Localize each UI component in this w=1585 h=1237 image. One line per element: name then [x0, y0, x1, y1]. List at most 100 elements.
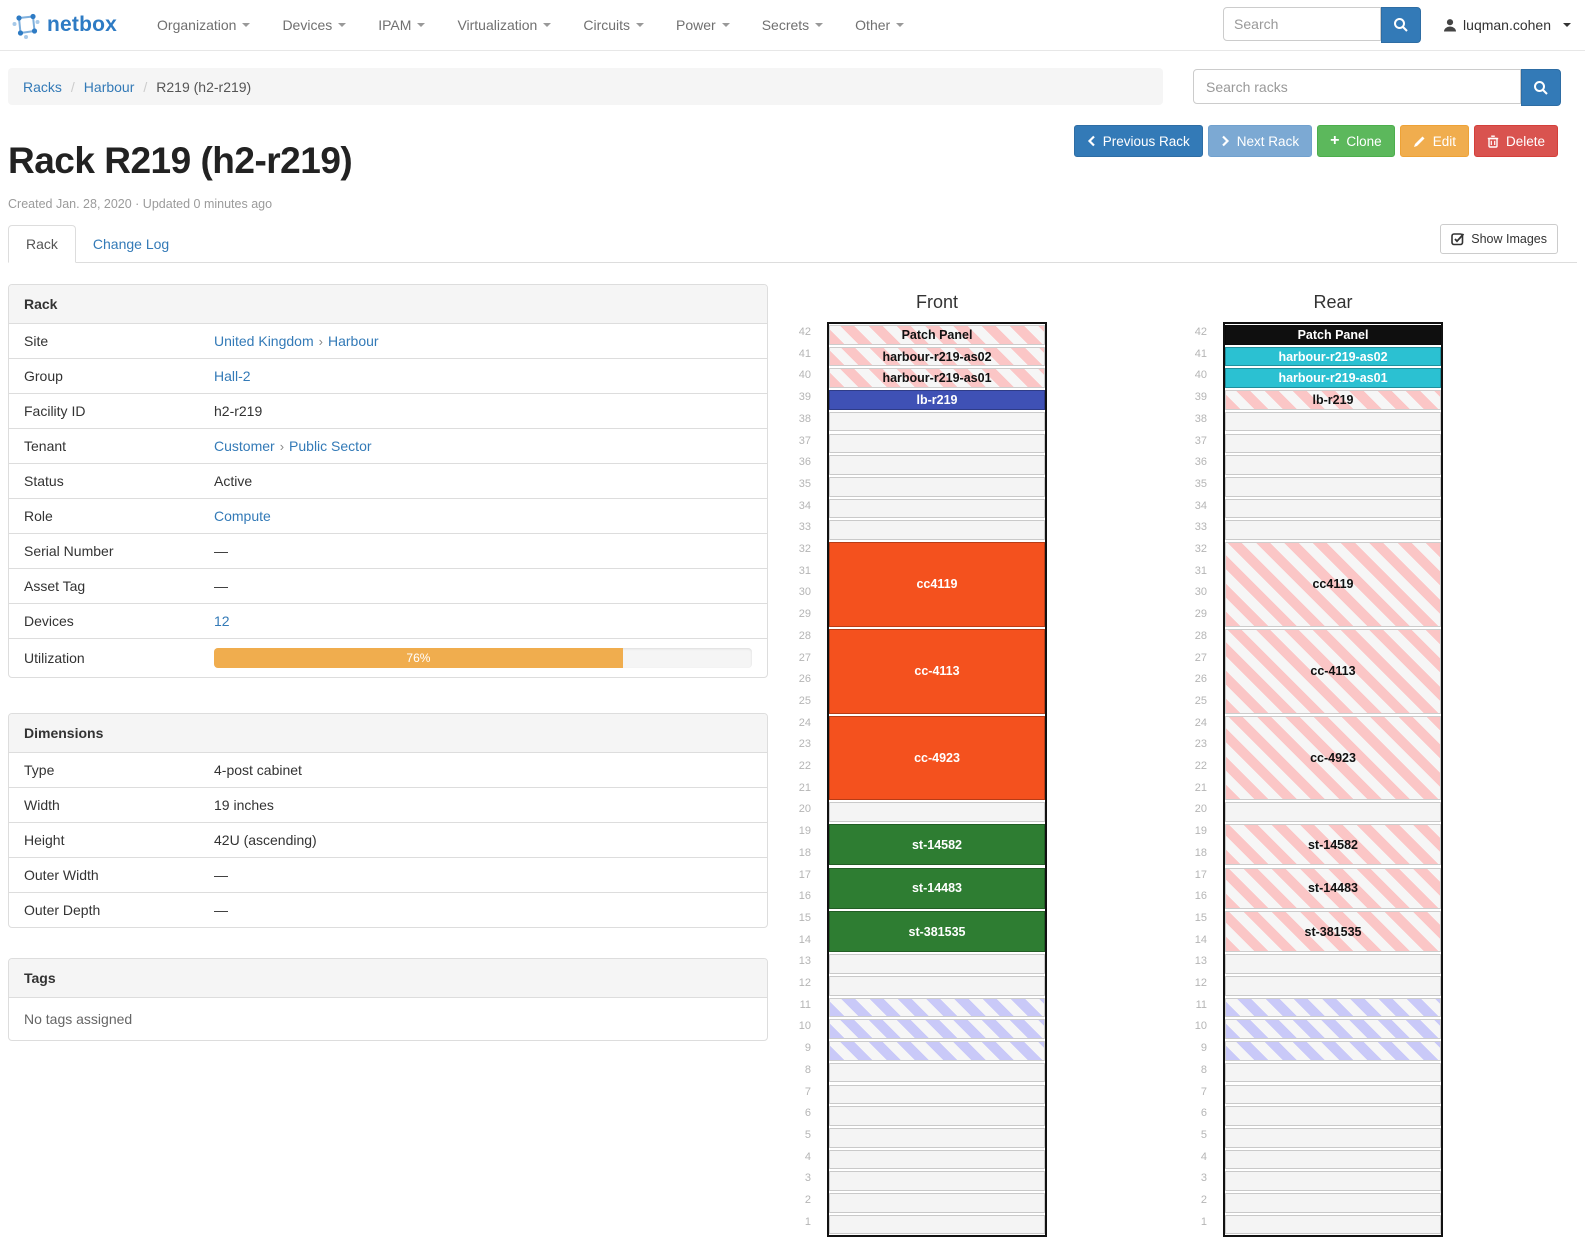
device-block-st-14582[interactable]: st-14582: [1225, 824, 1441, 866]
global-search-input[interactable]: [1223, 7, 1382, 41]
unit-number: 22: [1194, 760, 1207, 772]
value-text: —: [214, 543, 228, 559]
previous-rack-button[interactable]: Previous Rack: [1073, 125, 1203, 157]
device-block-cc-4113[interactable]: cc-4113: [829, 628, 1045, 714]
device-block-patch-panel[interactable]: Patch Panel: [829, 325, 1045, 345]
user-menu[interactable]: luqman.cohen: [1443, 17, 1571, 33]
nav-menus: Organization Devices IPAM Virtualization Cir…: [141, 0, 920, 50]
row-label-facility-id: Facility ID: [24, 403, 86, 419]
clone-label: Clone: [1346, 133, 1382, 149]
nav-menu-organization[interactable]: Organization: [141, 0, 266, 50]
device-block-st-14582[interactable]: st-14582: [829, 824, 1045, 866]
page-title: Rack R219 (h2-r219): [8, 140, 353, 181]
next-rack-button[interactable]: Next Rack: [1207, 125, 1313, 157]
device-block-harbour-r219-as02[interactable]: harbour-r219-as02: [1225, 346, 1441, 367]
device-block-cc-4923[interactable]: cc-4923: [1225, 715, 1441, 801]
table-row: Devices 12: [9, 603, 767, 638]
rack-unit-empty: [829, 954, 1045, 974]
link-compute[interactable]: Compute: [214, 508, 271, 524]
chevron-right-separator: ›: [318, 334, 323, 349]
unit-number: 26: [1194, 673, 1207, 686]
rack-unit-empty: [829, 411, 1045, 432]
tab-rack[interactable]: Rack: [8, 225, 76, 263]
device-block-lb-r219[interactable]: lb-r219: [1225, 390, 1441, 410]
rack-unit-empty: [829, 1149, 1045, 1170]
table-row: Facility ID h2-r219: [9, 393, 767, 428]
device-block-cc-4113[interactable]: cc-4113: [1225, 628, 1441, 714]
show-images-button[interactable]: Show Images: [1440, 224, 1558, 254]
device-block-st-381535[interactable]: st-381535: [1225, 910, 1441, 953]
unit-number: 12: [798, 977, 811, 989]
link-customer[interactable]: Customer: [214, 438, 275, 454]
unit-number: 28: [798, 629, 811, 642]
unit-number: 25: [798, 694, 811, 707]
device-block-st-14483[interactable]: st-14483: [829, 867, 1045, 909]
link-united-kingdom[interactable]: United Kingdom: [214, 333, 314, 349]
rear-rack-elevation: Patch Panel harbour-r219-as02 harbour-r219…: [1223, 322, 1443, 1237]
nav-menu-secrets[interactable]: Secrets: [746, 0, 839, 50]
rack-unit-empty: [829, 520, 1045, 540]
device-block-st-14483[interactable]: st-14483: [1225, 867, 1441, 909]
link-public-sector[interactable]: Public Sector: [289, 438, 372, 454]
row-value-width: 19 inches: [206, 788, 767, 822]
clone-button[interactable]: + Clone: [1317, 125, 1395, 157]
unit-number: 12: [1194, 977, 1207, 989]
plus-icon: +: [1330, 132, 1340, 149]
device-block-harbour-r219-as01[interactable]: harbour-r219-as01: [1225, 368, 1441, 389]
row-value-outer-width: —: [206, 858, 767, 892]
link-harbour[interactable]: Harbour: [327, 333, 379, 349]
tab-change-log[interactable]: Change Log: [92, 236, 170, 252]
global-search-button[interactable]: [1381, 7, 1422, 43]
check-square-icon: [1451, 232, 1465, 246]
unit-number: 17: [798, 868, 811, 881]
nav-menu-virtualization[interactable]: Virtualization: [441, 0, 567, 50]
tags-empty-text: No tags assigned: [24, 1011, 133, 1027]
breadcrumb-racks[interactable]: Racks: [23, 78, 62, 95]
nav-menu-ipam[interactable]: IPAM: [362, 0, 441, 50]
nav-menu-other[interactable]: Other: [839, 0, 920, 50]
row-value-type: 4-post cabinet: [206, 753, 767, 787]
row-label-serial-number: Serial Number: [24, 543, 114, 559]
value-text: —: [214, 902, 228, 918]
rack-search-button[interactable]: [1521, 69, 1561, 106]
device-block-cc-4923[interactable]: cc-4923: [829, 715, 1045, 801]
rack-unit-empty: [1225, 976, 1441, 996]
value-text: —: [214, 578, 228, 594]
unit-number: 15: [1194, 911, 1207, 924]
device-block-cc4119[interactable]: cc4119: [829, 542, 1045, 627]
link-hall-2[interactable]: Hall-2: [214, 368, 251, 384]
device-block-patch-panel[interactable]: Patch Panel: [1225, 325, 1441, 345]
unit-number: 19: [1194, 825, 1207, 838]
breadcrumb-harbour[interactable]: Harbour: [83, 78, 135, 95]
table-row: Role Compute: [9, 498, 767, 533]
device-block-cc4119[interactable]: cc4119: [1225, 542, 1441, 627]
delete-button[interactable]: Delete: [1473, 125, 1558, 157]
device-block-harbour-r219-as02[interactable]: harbour-r219-as02: [829, 346, 1045, 367]
unit-number: 16: [798, 890, 811, 903]
rack-search-input[interactable]: [1193, 69, 1521, 104]
rack-unit-empty: [1225, 433, 1441, 454]
nav-menu-devices[interactable]: Devices: [266, 0, 362, 50]
chevron-down-icon: [636, 23, 645, 27]
user-name: luqman.cohen: [1463, 17, 1551, 33]
nav-menu-power[interactable]: Power: [660, 0, 746, 50]
edit-button[interactable]: Edit: [1399, 125, 1469, 157]
table-row: Type 4-post cabinet: [9, 753, 767, 787]
breadcrumb-separator: /: [70, 78, 75, 95]
reserved-unit-block: [1225, 997, 1441, 1018]
rack-panel-title: Rack: [9, 285, 767, 324]
netbox-logo[interactable]: netbox: [0, 12, 127, 39]
unit-number: 14: [798, 933, 811, 946]
unit-number: 6: [1200, 1107, 1207, 1120]
nav-menu-circuits[interactable]: Circuits: [567, 0, 660, 50]
device-block-lb-r219[interactable]: lb-r219: [829, 390, 1045, 410]
table-row: Width 19 inches: [9, 787, 767, 822]
device-block-harbour-r219-as01[interactable]: harbour-r219-as01: [829, 368, 1045, 389]
link-12[interactable]: 12: [214, 613, 230, 629]
unit-number: 21: [798, 781, 811, 794]
netbox-logo-icon: [12, 12, 40, 39]
unit-number: 14: [1194, 933, 1207, 946]
unit-number: 24: [1194, 716, 1207, 729]
device-block-st-381535[interactable]: st-381535: [829, 910, 1045, 953]
unit-number: 4: [1200, 1150, 1207, 1163]
